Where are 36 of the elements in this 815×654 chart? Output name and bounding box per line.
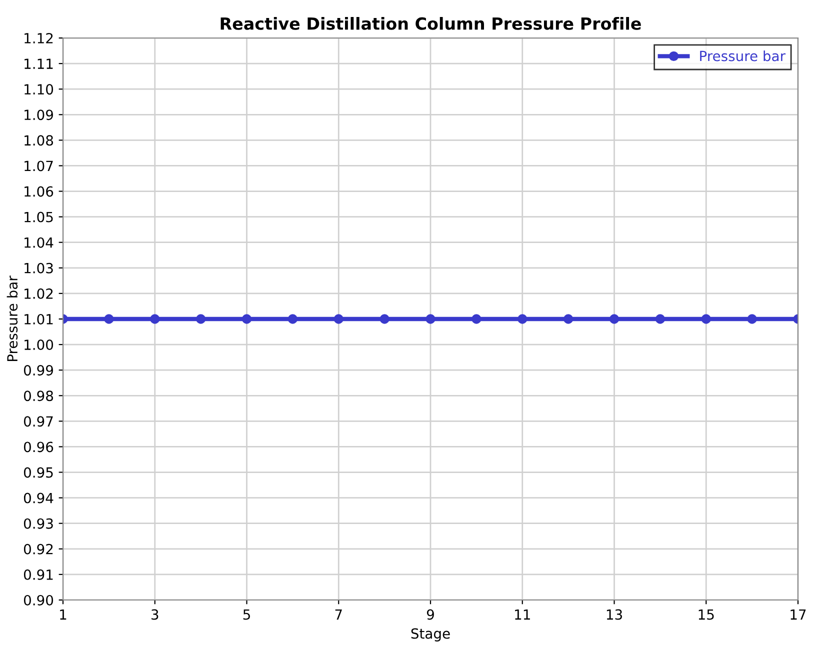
y-tick-label: 1.02 — [24, 288, 53, 299]
x-tick-label: 3 — [152, 609, 158, 620]
x-tick-label: 13 — [606, 609, 622, 620]
y-tick-label: 0.95 — [24, 467, 53, 478]
y-tick-label: 0.91 — [24, 569, 53, 580]
y-tick-label: 1.00 — [24, 340, 54, 350]
y-tick-label: 1.10 — [24, 84, 54, 95]
x-tick-label: 5 — [243, 609, 250, 620]
y-tick-label: 0.96 — [24, 442, 54, 452]
y-axis-title: Pressure bar — [6, 276, 18, 362]
y-tick-label: 1.04 — [24, 237, 54, 248]
y-tick-label: 0.90 — [24, 594, 54, 606]
y-tick-label: 1.06 — [24, 186, 54, 197]
y-tick-label: 0.97 — [24, 416, 53, 427]
y-tick-label: 1.01 — [24, 314, 53, 324]
x-axis-title: Stage — [411, 628, 450, 642]
y-tick-label: 0.94 — [24, 492, 54, 504]
y-tick-label: 0.99 — [24, 365, 53, 376]
y-tick-label: 1.08 — [24, 135, 54, 146]
x-tick-label: 7 — [335, 609, 342, 620]
y-tick-label: 1.03 — [24, 262, 53, 274]
y-tick-label: 0.93 — [24, 518, 53, 529]
x-tick-label: 11 — [515, 609, 530, 620]
x-tick-label: 15 — [698, 609, 714, 620]
y-tick-label: 1.05 — [24, 212, 53, 222]
y-tick-label: 1.09 — [24, 110, 53, 120]
y-tick-label: 1.07 — [24, 160, 53, 172]
x-tick-label: 17 — [790, 609, 806, 620]
y-tick-label: 1.11 — [24, 58, 53, 69]
x-tick-label: 9 — [426, 609, 434, 620]
y-tick-label: 1.12 — [24, 32, 53, 44]
y-tick-label: 0.98 — [24, 390, 54, 402]
chart-title: Reactive Distillation Column Pressure Profile — [220, 17, 641, 30]
y-tick-label: 0.92 — [24, 544, 53, 554]
legend-label: Pressure bar — [700, 50, 786, 62]
x-tick-label: 1 — [60, 609, 66, 620]
